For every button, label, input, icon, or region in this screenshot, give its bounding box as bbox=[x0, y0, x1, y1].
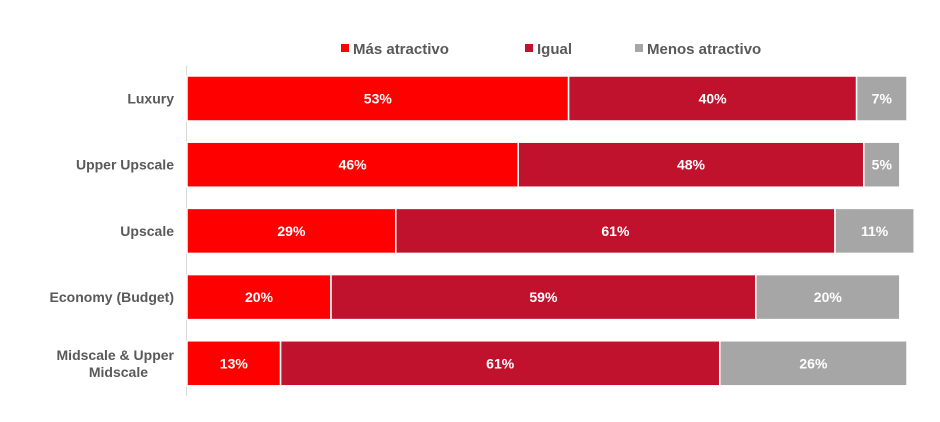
category-label-luxury: Luxury bbox=[127, 91, 174, 107]
data-label-menos-atractivo: 5% bbox=[872, 157, 893, 173]
bar-row-midscale-upper-midscale: 13% 61% 26% bbox=[186, 340, 908, 387]
data-label-igual: 59% bbox=[529, 289, 558, 305]
bar-segment-mas-atractivo bbox=[186, 273, 332, 321]
bar-segment-menos-atractivo bbox=[719, 340, 908, 387]
data-label-igual: 61% bbox=[601, 223, 630, 239]
data-label-menos-atractivo: 20% bbox=[814, 289, 843, 305]
bar-row-upscale: 29% 61% 11% bbox=[186, 207, 915, 255]
bars: 53% 40% 7% 46% 48% 5% 29% 61% 11% 20% 59% 20% 13% 61%… bbox=[186, 75, 915, 387]
data-label-igual: 40% bbox=[699, 91, 728, 107]
legend-swatch-mas-atractivo bbox=[341, 44, 349, 52]
data-label-menos-atractivo: 26% bbox=[799, 355, 828, 371]
category-label-midscale-upper-midscale: Midscale & Upper Midscale bbox=[57, 347, 175, 380]
bar-segment-menos-atractivo bbox=[855, 75, 908, 122]
category-label-economy-budget: Economy (Budget) bbox=[50, 289, 174, 305]
bar-segment-igual bbox=[279, 340, 721, 387]
bar-segment-mas-atractivo bbox=[186, 340, 282, 387]
data-label-mas-atractivo: 13% bbox=[220, 355, 249, 371]
legend-label-igual: Igual bbox=[537, 41, 572, 58]
data-label-menos-atractivo: 7% bbox=[872, 91, 893, 107]
bar-segment-igual bbox=[330, 273, 757, 321]
data-label-igual: 48% bbox=[677, 157, 706, 173]
data-label-mas-atractivo: 20% bbox=[245, 289, 274, 305]
bar-segment-menos-atractivo bbox=[834, 207, 915, 255]
legend-label-menos-atractivo: Menos atractivo bbox=[647, 41, 761, 58]
legend-label-mas-atractivo: Más atractivo bbox=[353, 41, 449, 58]
category-labels: Luxury Upper Upscale Upscale Economy (Budge… bbox=[50, 91, 175, 380]
data-label-mas-atractivo: 53% bbox=[364, 91, 393, 107]
bar-segment-menos-atractivo bbox=[863, 141, 901, 188]
legend-swatch-menos-atractivo bbox=[635, 44, 643, 52]
data-label-igual: 61% bbox=[486, 355, 515, 371]
legend-swatch-igual bbox=[525, 44, 533, 52]
legend: Más atractivo Igual Menos atractivo bbox=[341, 41, 761, 58]
bar-segment-igual bbox=[567, 75, 858, 122]
bar-segment-menos-atractivo bbox=[755, 273, 901, 321]
bar-row-luxury: 53% 40% 7% bbox=[186, 75, 908, 122]
bar-row-upper-upscale: 46% 48% 5% bbox=[186, 141, 901, 188]
bar-row-economy-budget: 20% 59% 20% bbox=[186, 273, 901, 321]
data-label-menos-atractivo: 11% bbox=[861, 223, 889, 239]
category-label-upscale: Upscale bbox=[120, 223, 174, 239]
data-label-mas-atractivo: 29% bbox=[277, 223, 306, 239]
data-label-mas-atractivo: 46% bbox=[339, 157, 368, 173]
category-label-upper-upscale: Upper Upscale bbox=[76, 157, 174, 173]
